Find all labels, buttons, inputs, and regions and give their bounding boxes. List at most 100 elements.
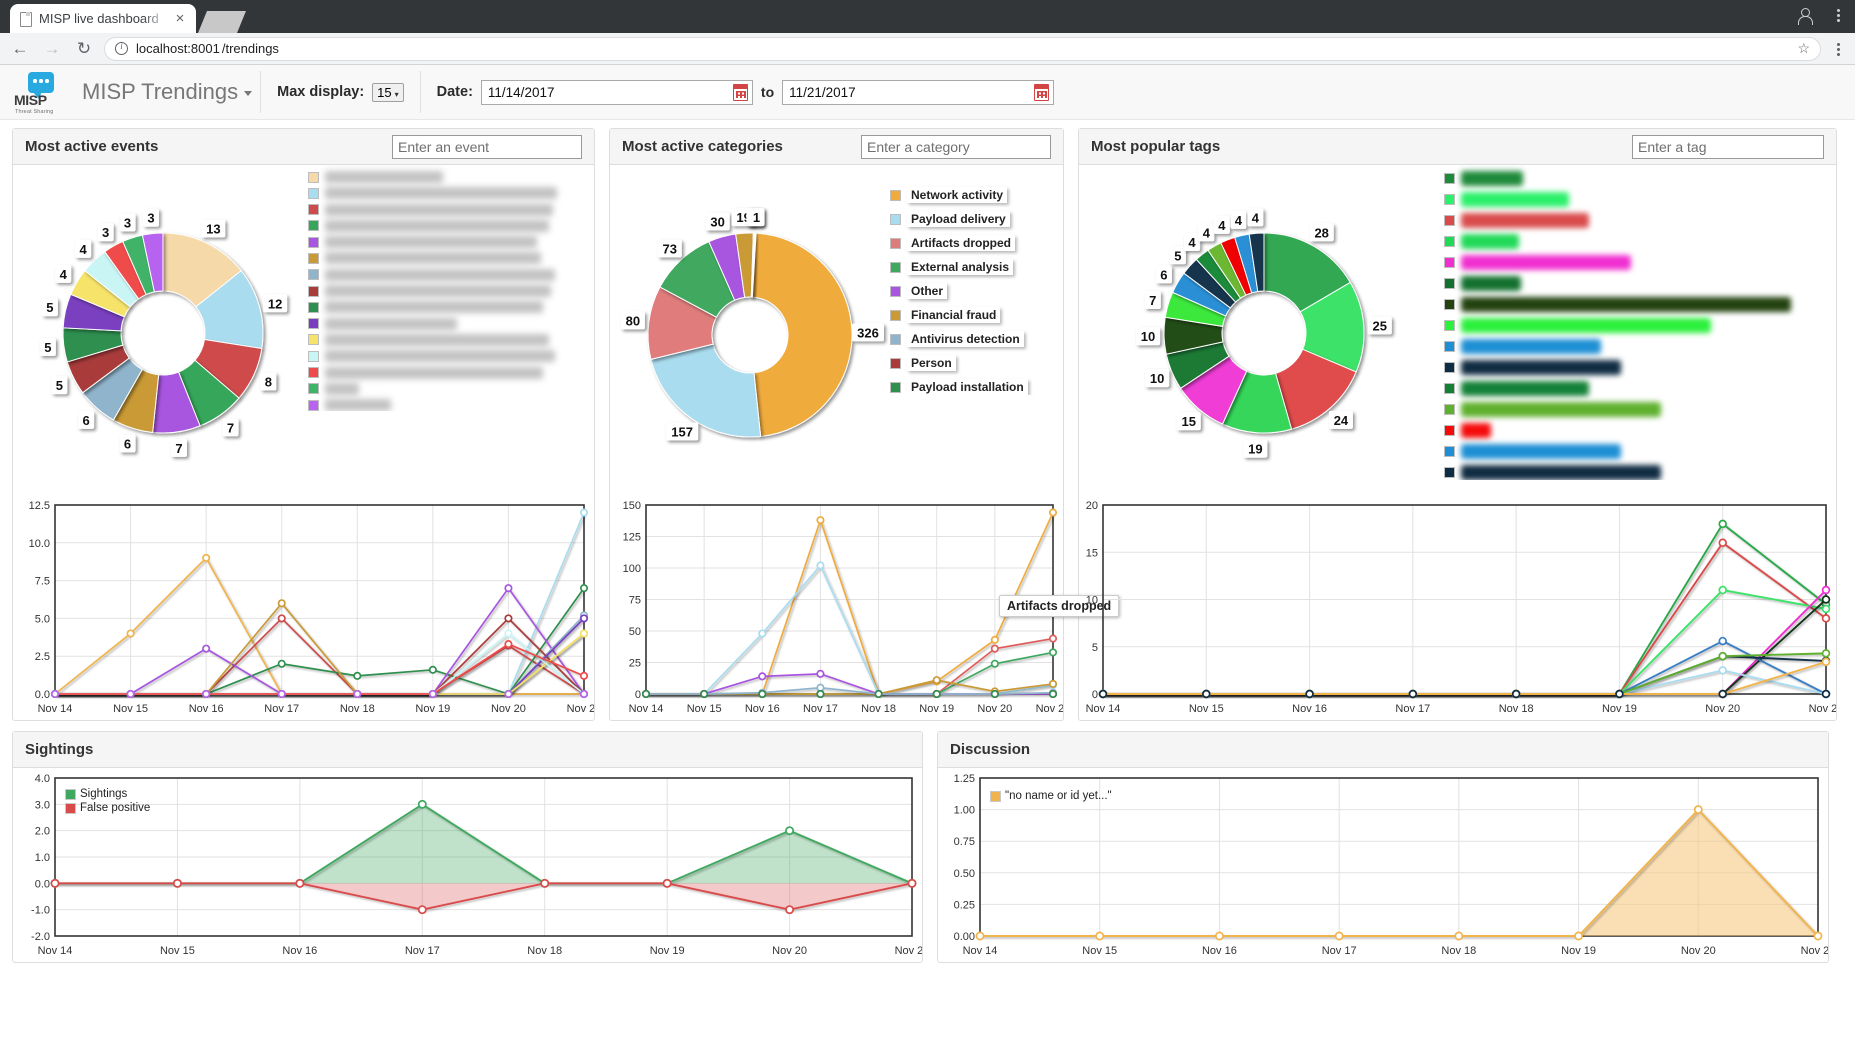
legend-item[interactable]: Person <box>890 355 1063 371</box>
legend-item[interactable]: Sightings <box>65 788 150 800</box>
svg-text:Nov 20: Nov 20 <box>772 945 807 957</box>
legend-item[interactable] <box>308 350 594 363</box>
legend-item[interactable] <box>308 171 594 183</box>
legend-item[interactable]: External analysis <box>890 259 1063 275</box>
tags-line-chart[interactable]: 0 5 10 15 20 Nov 14 Nov 15 Nov 16 Nov 17 Nov 18 No… <box>1079 495 1836 720</box>
date-from-input[interactable]: 11/14/2017 <box>480 79 753 105</box>
legend-item[interactable] <box>1444 297 1836 312</box>
legend-item[interactable] <box>1444 381 1836 396</box>
legend-item[interactable] <box>1444 360 1836 375</box>
legend-item[interactable] <box>1444 276 1836 291</box>
date-to-input[interactable]: 11/21/2017 <box>782 79 1055 105</box>
legend-item[interactable] <box>1444 255 1836 270</box>
legend-tag-pill-redacted <box>1461 234 1519 249</box>
legend-item[interactable] <box>308 236 594 249</box>
svg-text:Nov 21: Nov 21 <box>895 945 922 957</box>
tag-search-input[interactable]: Enter a tag <box>1632 134 1824 159</box>
legend-item[interactable]: Other <box>890 283 1063 299</box>
legend-item[interactable]: Financial fraud <box>890 307 1063 323</box>
legend-item[interactable] <box>308 366 594 379</box>
max-display-select[interactable]: 15 ▾ <box>372 82 404 102</box>
categories-line-chart[interactable]: 0 25 50 75 100 125 150 Nov 14 Nov 15 Nov 16 Nov 17… <box>610 495 1063 720</box>
bookmark-star-icon[interactable]: ☆ <box>1797 40 1810 56</box>
category-search-input[interactable]: Enter a category <box>861 134 1051 159</box>
back-icon[interactable]: ← <box>11 38 29 58</box>
legend-item[interactable]: Network activity <box>890 187 1063 203</box>
legend-item[interactable]: False positive <box>65 802 150 814</box>
address-bar[interactable]: localhost:8001 /trendings ☆ <box>104 36 1821 61</box>
svg-text:Nov 21: Nov 21 <box>1036 703 1063 715</box>
svg-text:Nov 19: Nov 19 <box>1602 703 1637 715</box>
svg-text:Nov 18: Nov 18 <box>340 703 375 715</box>
calendar-icon[interactable] <box>1034 83 1050 101</box>
legend-item[interactable] <box>1444 171 1836 186</box>
legend-item[interactable] <box>308 317 594 330</box>
svg-text:10: 10 <box>1150 371 1164 386</box>
svg-text:Nov 14: Nov 14 <box>629 703 664 715</box>
legend-item[interactable] <box>1444 465 1836 480</box>
svg-text:73: 73 <box>662 242 676 257</box>
chevron-down-icon[interactable] <box>244 90 253 96</box>
browser-chrome: MISP live dashboard × ← → ↻ localhost:80… <box>0 0 1855 65</box>
svg-text:100: 100 <box>623 563 641 575</box>
panel-most-popular-tags: Most popular tags Enter a tag 28 25 24 19 15… <box>1078 128 1837 721</box>
legend-item[interactable] <box>308 399 594 412</box>
legend-color-swatch <box>308 187 319 199</box>
legend-item[interactable] <box>308 382 594 395</box>
svg-text:5: 5 <box>44 340 51 355</box>
legend-item[interactable] <box>308 268 594 281</box>
legend-item[interactable]: "no name or id yet..." <box>990 790 1112 802</box>
legend-item[interactable] <box>308 285 594 298</box>
browser-menu-icon[interactable] <box>1829 39 1847 59</box>
calendar-icon[interactable] <box>732 83 748 101</box>
svg-text:Nov 14: Nov 14 <box>38 703 73 715</box>
legend-item[interactable] <box>1444 213 1836 228</box>
legend-label-redacted <box>325 366 543 379</box>
legend-item[interactable]: Artifacts dropped <box>890 235 1063 251</box>
legend-color-swatch <box>308 220 319 232</box>
svg-text:5: 5 <box>46 300 53 315</box>
legend-item[interactable] <box>308 203 594 216</box>
event-search-input[interactable]: Enter an event <box>392 134 582 159</box>
brand-block[interactable]: MISP Threat Sharing MISP Trendings <box>0 65 260 119</box>
menu-kebab-icon[interactable] <box>1829 5 1847 25</box>
browser-tab[interactable]: MISP live dashboard × <box>10 4 196 33</box>
svg-text:Nov 17: Nov 17 <box>264 703 299 715</box>
legend-item[interactable] <box>1444 339 1836 354</box>
legend-item[interactable] <box>308 187 594 200</box>
svg-text:0.00: 0.00 <box>954 931 975 943</box>
legend-tag-pill-redacted <box>1461 381 1589 396</box>
reload-icon[interactable]: ↻ <box>76 38 92 58</box>
close-icon[interactable]: × <box>175 9 185 27</box>
site-info-icon[interactable] <box>115 41 128 55</box>
legend-item[interactable] <box>308 333 594 346</box>
forward-icon: → <box>43 38 61 58</box>
legend-color-swatch <box>1444 362 1455 373</box>
legend-item[interactable] <box>1444 444 1836 459</box>
legend-item[interactable] <box>1444 423 1836 438</box>
legend-item[interactable] <box>308 252 594 265</box>
profile-icon[interactable] <box>1795 5 1815 25</box>
categories-line-chart-area: 0 25 50 75 100 125 150 Nov 14 Nov 15 Nov 16 Nov 17… <box>610 495 1120 720</box>
svg-text:0.0: 0.0 <box>35 878 50 890</box>
legend-item[interactable]: Payload installation <box>890 379 1063 395</box>
sightings-area-chart[interactable]: -2.0 -1.0 0.0 1.0 2.0 3.0 4.0 Nov 14 Nov 15 Nov 1… <box>13 768 922 962</box>
tab-strip: MISP live dashboard × <box>0 0 1855 33</box>
legend-item[interactable] <box>308 219 594 232</box>
legend-tag-pill-redacted <box>1461 171 1523 186</box>
legend-item[interactable] <box>1444 234 1836 249</box>
discussion-area-chart[interactable]: 0.00 0.25 0.50 0.75 1.00 1.25 Nov 14 Nov 15 Nov … <box>938 768 1828 962</box>
legend-item[interactable] <box>308 301 594 314</box>
legend-item[interactable]: Antivirus detection <box>890 331 1063 347</box>
svg-text:5.0: 5.0 <box>35 613 50 625</box>
new-tab-button[interactable] <box>198 11 246 33</box>
legend-item[interactable] <box>1444 318 1836 333</box>
legend-item[interactable] <box>1444 192 1836 207</box>
events-line-chart[interactable]: 0.0 2.5 5.0 7.5 10.0 12.5 Nov 14 Nov 15 Nov 16 No… <box>13 495 594 720</box>
legend-item[interactable]: Payload delivery <box>890 211 1063 227</box>
brand-title[interactable]: MISP Trendings <box>82 79 253 105</box>
legend-color-swatch <box>1444 320 1455 331</box>
legend-label-redacted <box>325 187 557 200</box>
legend-item[interactable] <box>1444 402 1836 417</box>
legend-color-swatch <box>1444 215 1455 226</box>
